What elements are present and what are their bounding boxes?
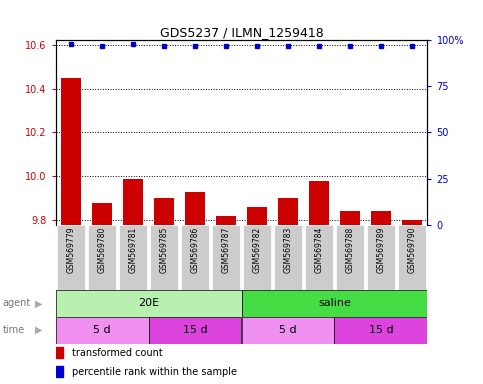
- Bar: [243, 225, 270, 290]
- Text: 5 d: 5 d: [93, 325, 111, 335]
- Text: GSM569788: GSM569788: [345, 227, 355, 273]
- Bar: [150, 225, 178, 290]
- Text: time: time: [2, 325, 25, 335]
- Bar: [402, 220, 422, 225]
- Bar: [336, 225, 364, 290]
- Bar: [185, 192, 205, 225]
- Bar: [368, 225, 395, 290]
- Bar: [398, 225, 426, 290]
- Text: transformed count: transformed count: [72, 348, 163, 358]
- Text: GSM569786: GSM569786: [190, 227, 199, 273]
- Text: 5 d: 5 d: [279, 325, 297, 335]
- Bar: [88, 225, 115, 290]
- Bar: [154, 198, 174, 225]
- Bar: [56, 290, 242, 317]
- Bar: [119, 225, 147, 290]
- Bar: [56, 347, 63, 358]
- Text: GSM569789: GSM569789: [376, 227, 385, 273]
- Bar: [371, 212, 391, 225]
- Bar: [242, 317, 334, 344]
- Text: GSM569790: GSM569790: [408, 227, 416, 273]
- Bar: [213, 225, 240, 290]
- Text: GSM569784: GSM569784: [314, 227, 324, 273]
- Bar: [123, 179, 143, 225]
- Text: GSM569783: GSM569783: [284, 227, 293, 273]
- Text: saline: saline: [318, 298, 351, 308]
- Text: 20E: 20E: [138, 298, 159, 308]
- Bar: [216, 216, 236, 225]
- Bar: [56, 317, 149, 344]
- Bar: [274, 225, 301, 290]
- Bar: [61, 78, 81, 225]
- Text: ▶: ▶: [35, 325, 43, 335]
- Bar: [56, 366, 63, 377]
- Title: GDS5237 / ILMN_1259418: GDS5237 / ILMN_1259418: [159, 26, 324, 39]
- Bar: [57, 225, 85, 290]
- Text: ▶: ▶: [35, 298, 43, 308]
- Text: GSM569779: GSM569779: [67, 227, 75, 273]
- Bar: [340, 212, 360, 225]
- Text: percentile rank within the sample: percentile rank within the sample: [72, 367, 237, 377]
- Text: agent: agent: [2, 298, 30, 308]
- Bar: [149, 317, 242, 344]
- Bar: [309, 181, 329, 225]
- Text: GSM569787: GSM569787: [222, 227, 230, 273]
- Bar: [278, 198, 298, 225]
- Bar: [247, 207, 267, 225]
- Text: 15 d: 15 d: [183, 325, 207, 335]
- Text: 15 d: 15 d: [369, 325, 393, 335]
- Bar: [305, 225, 333, 290]
- Bar: [334, 317, 427, 344]
- Bar: [92, 203, 112, 225]
- Text: GSM569782: GSM569782: [253, 227, 261, 273]
- Text: GSM569780: GSM569780: [98, 227, 107, 273]
- Bar: [182, 225, 209, 290]
- Bar: [242, 290, 427, 317]
- Text: GSM569781: GSM569781: [128, 227, 138, 273]
- Text: GSM569785: GSM569785: [159, 227, 169, 273]
